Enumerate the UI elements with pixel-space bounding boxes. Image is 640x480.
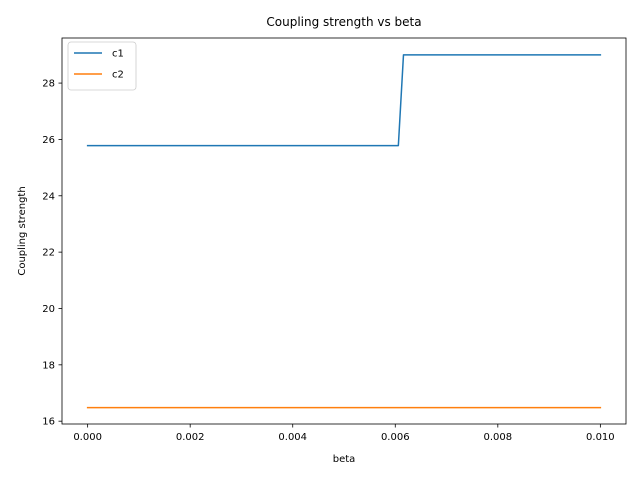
x-tick-label: 0.010 xyxy=(586,432,615,443)
series-line-c1 xyxy=(86,54,602,147)
x-tick-label: 0.002 xyxy=(176,432,205,443)
y-axis-label: Coupling strength xyxy=(17,186,28,275)
y-tick-label: 22 xyxy=(42,248,55,259)
plot-area xyxy=(61,37,627,425)
plot-frame xyxy=(61,37,627,425)
y-tick-label: 18 xyxy=(42,360,55,371)
x-axis-ticks: 0.000 0.002 0.004 0.006 0.008 0.010 xyxy=(73,424,615,443)
chart-title: Coupling strength vs beta xyxy=(266,15,421,29)
y-axis-ticks: 16 18 20 22 24 26 28 xyxy=(42,79,62,428)
legend: c1 c2 xyxy=(67,41,137,91)
y-tick-label: 24 xyxy=(42,191,55,202)
legend-label-c2: c2 xyxy=(112,70,124,81)
y-tick-label: 20 xyxy=(42,304,55,315)
x-tick-label: 0.008 xyxy=(483,432,512,443)
y-tick-label: 26 xyxy=(42,135,55,146)
y-tick-label: 28 xyxy=(42,79,55,90)
legend-box xyxy=(67,41,137,91)
y-tick-label: 16 xyxy=(42,417,55,428)
x-tick-label: 0.006 xyxy=(381,432,410,443)
series-layer xyxy=(86,54,602,409)
x-axis-label: beta xyxy=(333,454,356,465)
x-tick-label: 0.004 xyxy=(278,432,307,443)
x-tick-label: 0.000 xyxy=(73,432,102,443)
legend-label-c1: c1 xyxy=(112,49,124,60)
